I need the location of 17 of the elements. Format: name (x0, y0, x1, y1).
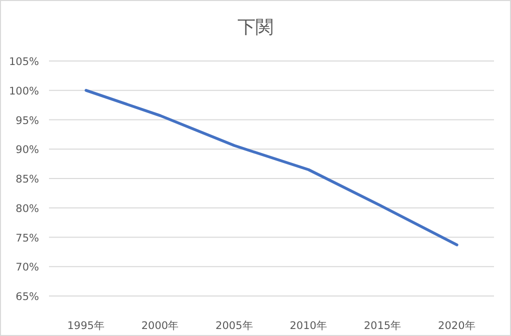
x-tick-label: 2010年 (290, 320, 328, 332)
y-tick-label: 100% (8, 85, 40, 98)
chart-title: 下関 (238, 17, 274, 38)
y-tick-label: 90% (16, 144, 40, 156)
x-tick-label: 2020年 (438, 320, 476, 332)
line-series (84, 88, 458, 246)
y-tick-label: 75% (16, 232, 40, 244)
y-tick-label: 65% (16, 291, 40, 303)
y-tick-label: 70% (16, 262, 40, 274)
y-tick-label: 85% (16, 174, 40, 186)
y-tick-label: 105% (8, 56, 40, 68)
y-tick-label: 95% (16, 114, 40, 127)
y-tick-label: 80% (16, 202, 40, 215)
x-tick-label: 1995年 (67, 320, 105, 332)
x-tick-label: 2015年 (364, 320, 402, 332)
x-tick-label: 2005年 (216, 320, 254, 332)
x-tick-label: 2000年 (141, 320, 180, 332)
